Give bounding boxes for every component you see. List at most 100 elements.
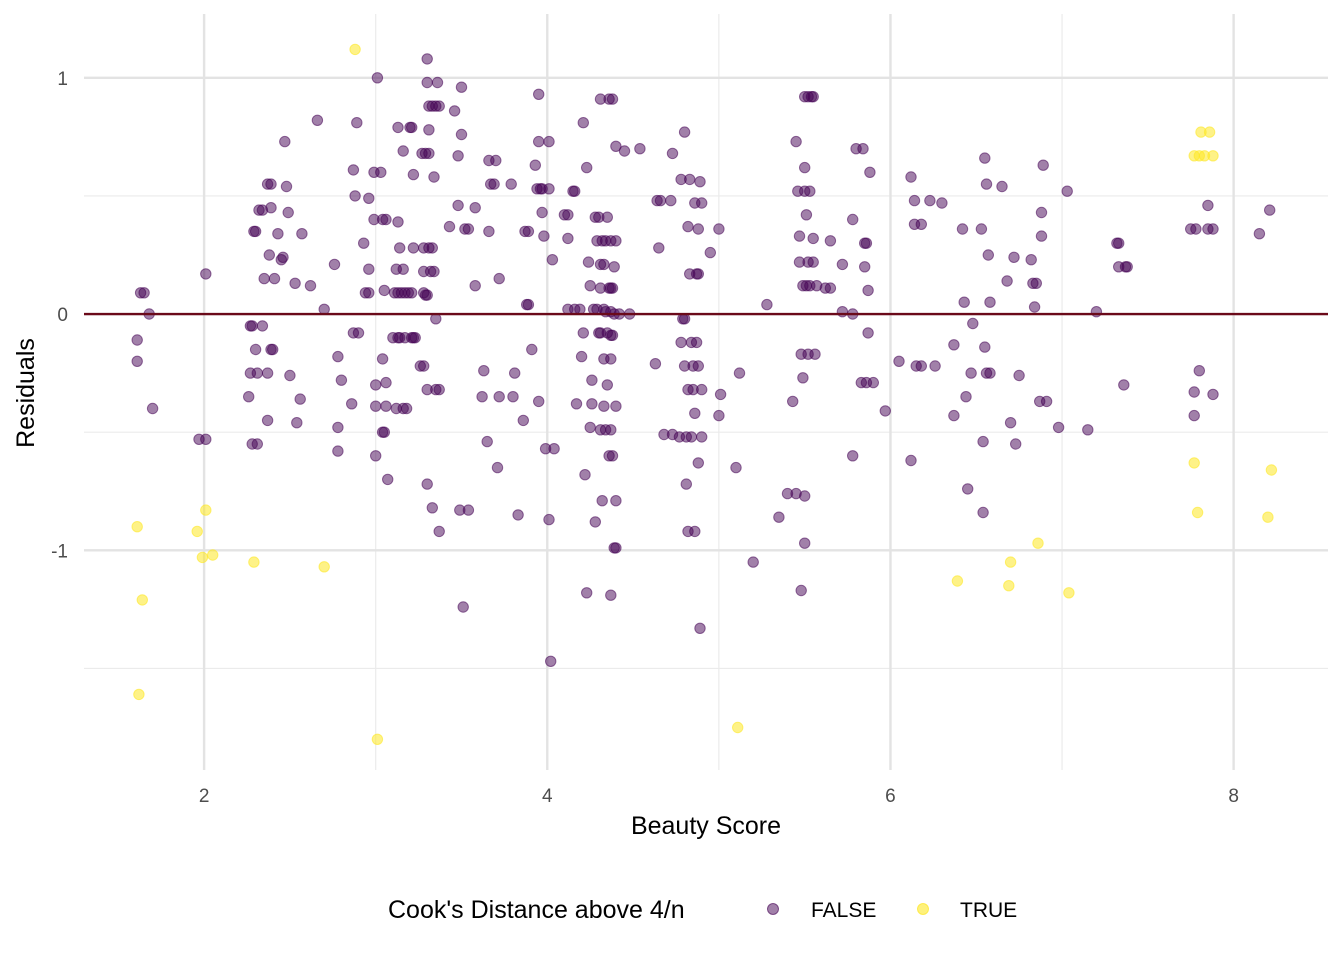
data-point-false <box>1193 365 1206 377</box>
data-point-false <box>653 242 665 254</box>
data-point-false <box>380 213 392 226</box>
data-point-false <box>243 391 255 403</box>
data-point-false <box>1035 206 1048 219</box>
data-point-false <box>577 327 589 339</box>
data-point-false <box>979 152 991 164</box>
data-point-false <box>1030 277 1043 289</box>
data-point-false <box>1013 369 1025 382</box>
data-point-false <box>363 287 375 299</box>
data-point-false <box>529 159 541 171</box>
data-point-false <box>605 589 617 601</box>
data-point-false <box>421 53 433 65</box>
data-point-false <box>284 369 296 382</box>
data-point-false <box>1264 204 1276 216</box>
data-point-false <box>689 525 701 538</box>
data-point-false <box>378 284 390 297</box>
data-point-false <box>675 336 687 349</box>
data-point-false <box>507 391 519 403</box>
data-point-false <box>1190 223 1202 235</box>
data-point-false <box>267 343 279 356</box>
data-point-false <box>797 372 809 384</box>
data-point-false <box>526 343 538 356</box>
data-point-false <box>370 379 382 391</box>
data-point-false <box>577 117 589 129</box>
data-point-false <box>586 398 598 410</box>
data-point-false <box>598 400 610 412</box>
data-point-false <box>606 93 619 105</box>
data-point-false <box>548 443 560 455</box>
legend-key-true <box>917 903 929 915</box>
data-point-false <box>431 76 444 89</box>
data-point-false <box>251 367 263 379</box>
data-point-false <box>586 374 598 386</box>
data-point-false <box>714 388 727 401</box>
data-point-false <box>1035 230 1048 242</box>
data-point-false <box>692 457 704 469</box>
data-point-false <box>394 242 406 254</box>
data-point-false <box>138 287 150 299</box>
data-point-false <box>421 76 433 89</box>
data-point-false <box>606 450 619 462</box>
data-point-false <box>905 454 917 467</box>
data-point-false <box>543 183 555 195</box>
data-point-false <box>433 100 445 112</box>
data-point-false <box>261 414 274 427</box>
data-point-false <box>836 258 849 271</box>
data-point-true <box>196 551 209 564</box>
data-point-false <box>773 511 785 523</box>
data-points <box>131 43 1278 745</box>
data-point-false <box>787 395 799 408</box>
data-point-false <box>332 421 344 434</box>
data-point-false <box>1082 424 1094 436</box>
data-point-false <box>948 409 960 422</box>
data-point-false <box>996 180 1008 193</box>
data-point-false <box>251 438 263 450</box>
data-point-false <box>351 117 363 129</box>
data-point-false <box>847 213 859 226</box>
data-point-false <box>392 216 404 228</box>
data-point-false <box>790 135 802 148</box>
data-point-false <box>799 537 811 549</box>
x-axis-title: Beauty Score <box>631 812 781 840</box>
data-point-false <box>533 135 545 148</box>
data-point-true <box>1207 150 1219 162</box>
data-point-false <box>915 360 927 372</box>
data-point-false <box>1207 223 1219 235</box>
data-point-false <box>562 209 574 221</box>
data-point-false <box>258 272 270 285</box>
data-point-false <box>263 249 275 261</box>
data-point-false <box>824 282 837 294</box>
data-point-false <box>455 81 468 93</box>
data-point-true <box>318 561 330 573</box>
data-point-false <box>807 232 819 245</box>
data-point-true <box>1191 506 1204 519</box>
data-point-false <box>517 414 529 427</box>
data-point-false <box>304 280 317 292</box>
data-point-true <box>136 594 149 606</box>
data-point-false <box>493 272 505 285</box>
tick-labels: 2 4 6 8 -1 0 1 <box>51 69 1239 807</box>
data-point-false <box>352 327 365 339</box>
data-point-false <box>1004 417 1017 429</box>
data-point-false <box>562 232 574 245</box>
data-point-false <box>382 473 394 486</box>
data-point-false <box>570 398 583 410</box>
data-point-false <box>249 225 262 238</box>
data-point-true <box>1262 511 1274 523</box>
data-point-false <box>804 185 816 197</box>
data-point-false <box>469 202 481 214</box>
data-point-false <box>546 254 559 266</box>
data-point-false <box>476 391 488 403</box>
data-point-false <box>509 367 521 379</box>
data-point-false <box>800 209 813 221</box>
data-point-false <box>579 469 591 481</box>
data-point-false <box>335 374 348 386</box>
data-point-false <box>392 121 404 134</box>
data-point-false <box>761 298 773 311</box>
data-point-true <box>1203 126 1216 138</box>
data-point-false <box>1061 185 1073 197</box>
data-point-false <box>730 461 742 474</box>
data-point-false <box>610 495 622 507</box>
data-point-false <box>857 143 869 155</box>
y-tick-label: -1 <box>51 541 68 562</box>
